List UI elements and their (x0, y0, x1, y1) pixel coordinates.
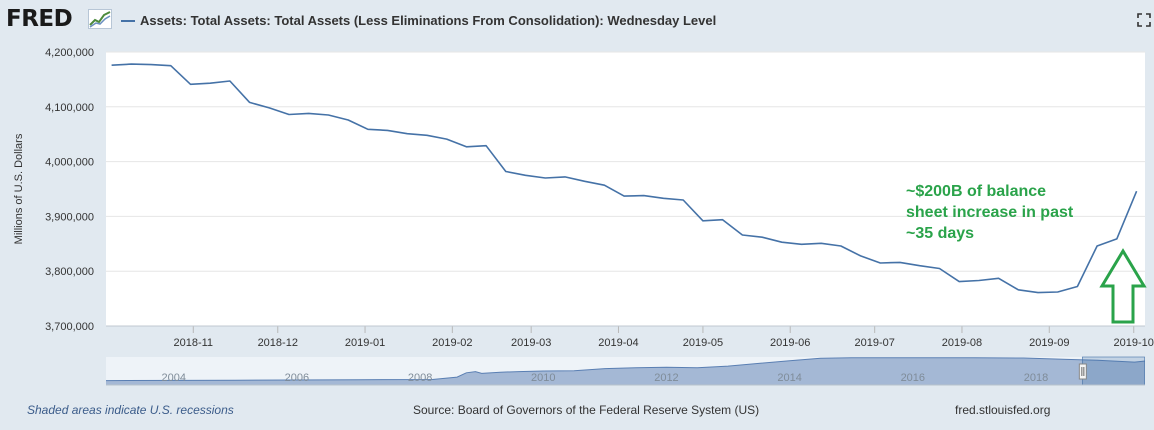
x-tick-label: 2019-04 (598, 337, 638, 349)
x-tick-label: 2019-08 (942, 337, 982, 349)
x-tick-label: 2019-06 (770, 337, 810, 349)
series-line (111, 63, 1138, 294)
y-tick-labels: 3,700,000 3,800,000 3,900,000 4,000,000 4,10… (45, 47, 94, 333)
y-tick-label: 4,200,000 (45, 47, 94, 59)
navigator-tick-label: 2014 (777, 372, 801, 384)
navigator-tick-label: 2016 (901, 372, 925, 384)
x-tick-labels: 2018-11 2018-12 2019-01 2019-02 2019-03 2019-… (106, 325, 1154, 349)
y-tick-label: 3,700,000 (45, 321, 94, 333)
y-tick-label: 4,100,000 (45, 102, 94, 114)
x-tick-label: 2018-12 (258, 337, 298, 349)
navigator-selection[interactable] (1082, 356, 1145, 386)
series-line-group (111, 63, 1138, 294)
y-tick-label: 3,800,000 (45, 266, 94, 278)
navigator-tick-label: 2010 (531, 372, 555, 384)
up-arrow-icon (1099, 248, 1147, 324)
x-tick-label: 2019-01 (345, 337, 385, 349)
x-tick-label: 2019-02 (432, 337, 472, 349)
legend-series-label: Assets: Total Assets: Total Assets (Less… (140, 13, 717, 28)
annotation-text: ~$200B of balance sheet increase in past… (906, 183, 1074, 242)
fred-logo[interactable]: FRED (6, 6, 73, 32)
site-link[interactable]: fred.stlouisfed.org (955, 403, 1051, 417)
x-tick-label: 2019-07 (855, 337, 895, 349)
legend-swatch (121, 20, 135, 22)
chart-area: 3,700,000 3,800,000 3,900,000 4,000,000 4,10… (13, 47, 1154, 386)
chart-header: FRED Assets: Total Assets: Total Assets … (0, 0, 1154, 44)
recession-note-link[interactable]: Shaded areas indicate U.S. recessions (27, 403, 234, 417)
y-tick-label: 3,900,000 (45, 211, 94, 223)
navigator-area (106, 357, 1145, 385)
expand-icon[interactable] (1137, 13, 1151, 27)
navigator-tick-label: 2008 (408, 372, 432, 384)
y-tick-label: 4,000,000 (45, 157, 94, 169)
navigator-tick-label: 2004 (162, 372, 186, 384)
x-tick-label: 2019-03 (511, 337, 551, 349)
navigator-tick-label: 2006 (285, 372, 309, 384)
x-tick-label: 2019-05 (683, 337, 723, 349)
navigator-line (105, 357, 1146, 382)
x-tick-label: 2018-11 (174, 337, 214, 349)
navigator[interactable]: 2004 2006 2008 2010 2012 2014 2016 2018 (105, 356, 1146, 386)
x-tick-label: 2019-10 (1114, 337, 1154, 349)
navigator-handle-icon[interactable] (1078, 363, 1087, 380)
source-note: Source: Board of Governors of the Federa… (413, 403, 760, 417)
fred-graph-icon (88, 9, 112, 29)
x-tick-label: 2019-09 (1029, 337, 1069, 349)
y-axis-label: Millions of U.S. Dollars (13, 133, 25, 244)
navigator-tick-label: 2012 (654, 372, 678, 384)
navigator-tick-label: 2018 (1024, 372, 1048, 384)
